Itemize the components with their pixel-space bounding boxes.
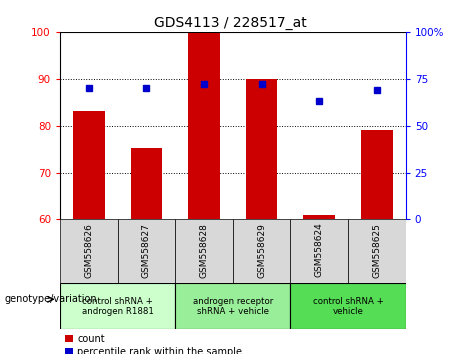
Text: androgen receptor
shRNA + vehicle: androgen receptor shRNA + vehicle [193,297,273,316]
Text: GSM558627: GSM558627 [142,223,151,278]
Text: control shRNA +
vehicle: control shRNA + vehicle [313,297,384,316]
Bar [290,283,406,329]
Text: GDS4113 / 228517_at: GDS4113 / 228517_at [154,16,307,30]
Text: genotype/variation: genotype/variation [5,294,97,304]
Text: GSM558624: GSM558624 [315,223,324,278]
Bar [303,215,335,354]
Bar [188,33,220,354]
Bar [290,219,348,283]
Bar [175,219,233,283]
Bar [233,219,290,283]
Text: GSM558626: GSM558626 [84,223,93,278]
Bar [60,283,175,329]
Bar [175,283,290,329]
Text: GSM558628: GSM558628 [200,223,208,278]
Bar [73,111,105,354]
Text: GSM558625: GSM558625 [372,223,381,278]
Text: GSM558629: GSM558629 [257,223,266,278]
Bar [348,219,406,283]
Bar [118,219,175,283]
Bar [361,130,393,354]
Bar [246,79,278,354]
Bar [60,219,118,283]
Legend: count, percentile rank within the sample: count, percentile rank within the sample [65,334,242,354]
Text: control shRNA +
androgen R1881: control shRNA + androgen R1881 [82,297,154,316]
Bar [130,148,162,354]
